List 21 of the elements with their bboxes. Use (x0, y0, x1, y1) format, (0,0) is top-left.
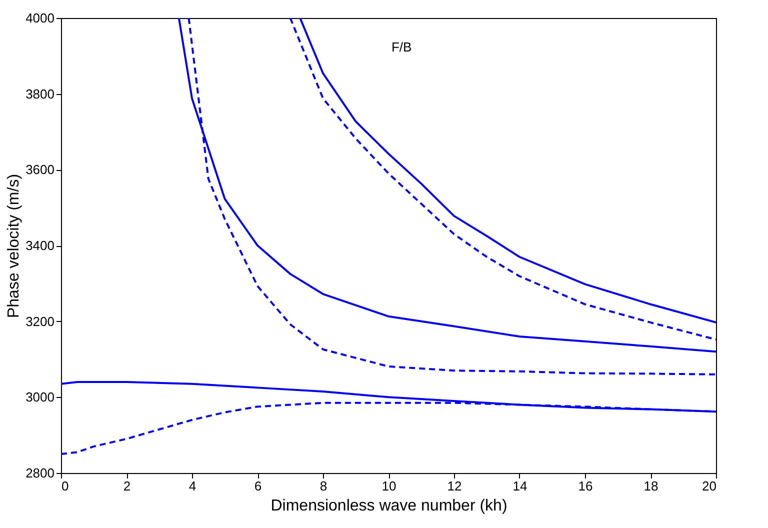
annotation: F/B (391, 40, 412, 55)
x-tick-label: 18 (644, 478, 658, 494)
y-axis-title: Phase velocity (m/s) (6, 174, 23, 318)
x-tick-label: 6 (254, 478, 262, 494)
y-tick-label: 3800 (26, 86, 54, 102)
x-tick-label: 14 (512, 478, 528, 494)
y-tick-label: 3600 (26, 162, 54, 178)
x-tick-label: 20 (702, 478, 716, 494)
y-tick-label: 4000 (26, 10, 54, 26)
y-tick-label: 2800 (26, 466, 54, 480)
y-tick-label: 3400 (26, 238, 54, 253)
x-tick-label: 0 (62, 478, 69, 494)
x-tick-label: 12 (447, 478, 462, 494)
x-tick-label: 4 (188, 478, 196, 494)
x-tick-label: 10 (382, 478, 396, 494)
x-tick-label: 16 (578, 478, 593, 494)
x-tick-label: 2 (123, 478, 131, 494)
x-tick-label: 8 (320, 478, 328, 494)
y-tick-label: 3200 (26, 314, 54, 329)
x-axis-title: Dimensionless wave number (kh) (270, 498, 508, 514)
y-tick-label: 3000 (26, 390, 54, 405)
